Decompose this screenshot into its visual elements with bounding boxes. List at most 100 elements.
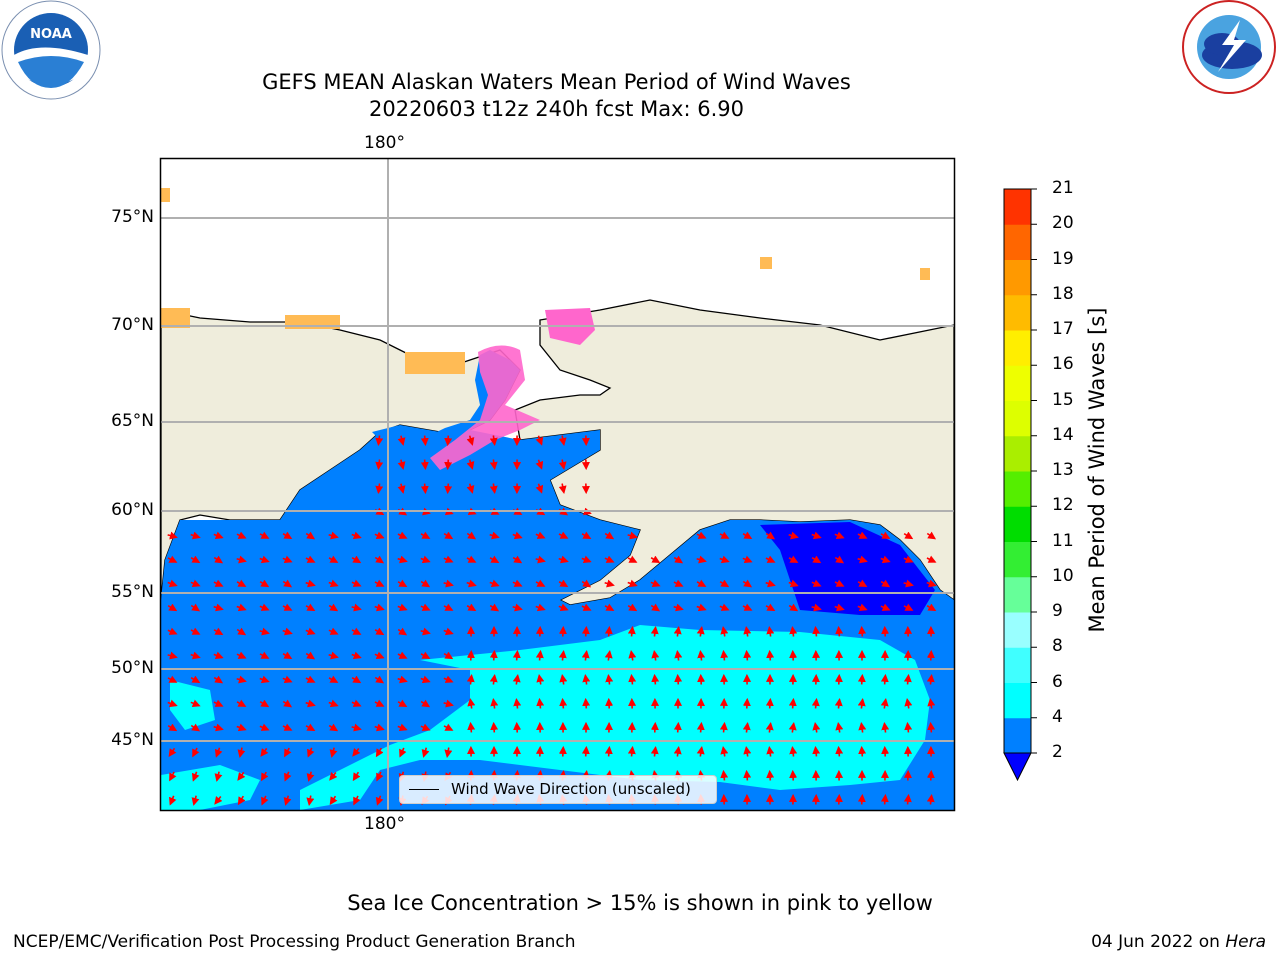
wind-arrow: [397, 699, 408, 707]
wind-arrow: [397, 555, 408, 564]
wind-arrow: [214, 771, 223, 782]
wind-arrow: [627, 555, 638, 563]
wind-arrow: [558, 459, 567, 470]
wind-arrow: [604, 555, 615, 563]
wind-arrow: [353, 795, 361, 806]
wind-arrow: [351, 627, 362, 635]
wind-arrow: [926, 793, 935, 805]
wind-arrow: [766, 649, 775, 661]
wind-arrow: [558, 435, 567, 446]
wind-arrow: [559, 697, 568, 709]
wind-arrow: [329, 747, 338, 758]
wind-arrow: [696, 531, 707, 539]
wind-arrow: [512, 649, 521, 661]
wind-arrow: [237, 771, 246, 781]
wind-arrow: [489, 579, 500, 588]
legend-line-swatch: [409, 789, 439, 790]
wind-arrow: [167, 627, 178, 635]
wind-arrow: [443, 627, 454, 636]
wind-arrow: [236, 723, 247, 732]
wind-arrow: [489, 649, 498, 661]
colorbar-tick-label: 12: [1052, 495, 1074, 516]
wind-arrow: [604, 579, 615, 588]
wind-arrow: [673, 555, 684, 564]
wind-arrow: [788, 721, 797, 733]
wind-arrow: [811, 531, 822, 540]
wind-direction-arrows: [167, 435, 937, 807]
wind-arrow: [467, 721, 476, 733]
wind-arrow: [282, 555, 293, 563]
wind-arrow: [650, 579, 661, 587]
wind-arrow: [489, 673, 498, 685]
wind-arrow: [720, 625, 729, 637]
colorbar-segment: [1004, 647, 1031, 683]
wind-arrow: [260, 747, 269, 757]
wind-arrow: [904, 697, 913, 709]
wind-arrow: [374, 579, 385, 587]
wind-arrow: [742, 579, 753, 588]
colorbar-segment: [1004, 682, 1031, 719]
wind-arrow: [444, 435, 453, 447]
wind-arrow: [582, 673, 591, 685]
wind-arrow: [259, 531, 270, 539]
wind-arrow: [490, 697, 499, 709]
wind-arrow: [811, 579, 822, 587]
colorbar-tick-label: 2: [1052, 742, 1063, 762]
colorbar-segment: [1004, 294, 1031, 331]
wind-arrow: [443, 531, 454, 540]
wind-arrow: [397, 483, 406, 494]
wind-arrow: [420, 459, 429, 471]
wind-arrow: [236, 555, 247, 564]
wind-arrow: [443, 723, 454, 731]
wind-arrow: [214, 747, 223, 758]
wind-arrow: [512, 555, 523, 564]
wind-arrow: [535, 579, 546, 587]
wind-arrow: [627, 625, 636, 637]
wind-arrow: [604, 649, 613, 661]
wind-arrow: [191, 795, 200, 806]
wind-arrow: [811, 555, 822, 564]
wind-arrow: [674, 649, 683, 661]
wind-arrow: [696, 625, 705, 637]
wind-arrow: [835, 745, 844, 757]
wind-arrow: [881, 721, 890, 733]
wind-arrow: [766, 769, 775, 781]
wind-arrow: [696, 721, 705, 733]
wind-arrow: [812, 625, 821, 637]
wind-arrow: [535, 603, 546, 612]
wind-arrow: [696, 745, 705, 757]
wind-arrow: [766, 745, 775, 757]
wind-arrow: [236, 699, 247, 707]
wind-arrow: [696, 603, 707, 612]
wind-arrow: [720, 649, 729, 661]
wind-arrow: [214, 795, 223, 805]
wind-arrow: [259, 699, 270, 708]
wind-arrow: [375, 795, 384, 806]
wind-arrow: [236, 603, 247, 612]
wind-arrow: [903, 603, 914, 611]
wind-arrow: [512, 603, 523, 612]
colorbar-tick-label: 19: [1052, 248, 1074, 269]
wind-arrow: [719, 531, 730, 539]
wind-arrow: [581, 603, 592, 611]
wind-arrow: [627, 531, 638, 540]
wind-arrow: [926, 603, 937, 612]
wind-arrow: [305, 627, 316, 636]
wind-arrow: [305, 555, 316, 563]
wind-arrow: [374, 627, 385, 636]
wind-arrow: [466, 555, 477, 563]
wind-arrow: [558, 483, 567, 494]
wind-arrow: [466, 435, 475, 446]
wind-arrow: [650, 555, 661, 564]
wind-arrow: [192, 747, 200, 758]
wind-arrow: [880, 697, 889, 709]
wind-arrow: [328, 723, 339, 732]
colorbar-tick-label: 4: [1052, 706, 1063, 727]
wind-arrow: [535, 531, 546, 539]
wind-arrow: [857, 555, 868, 564]
wind-arrow: [581, 555, 592, 564]
wind-arrow: [581, 531, 592, 539]
wind-arrow: [903, 579, 914, 588]
wind-arrow: [237, 747, 246, 758]
